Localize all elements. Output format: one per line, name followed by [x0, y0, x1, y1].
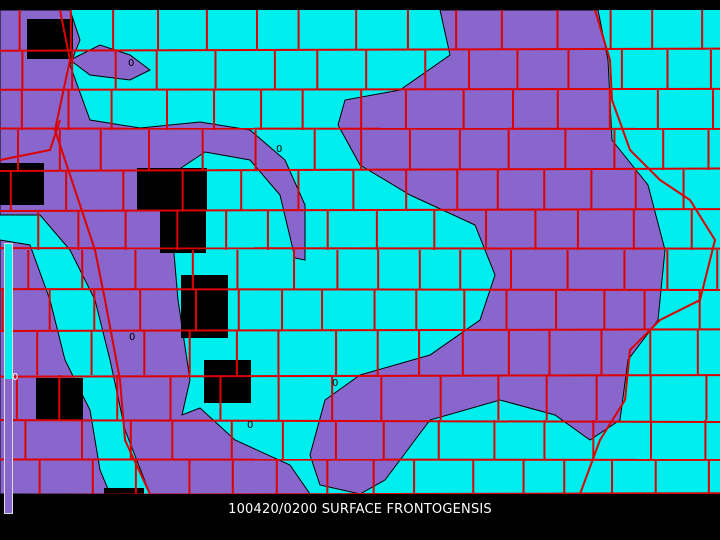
county-border	[0, 247, 720, 250]
contour-labels: 0 0 0 0 0 0	[12, 58, 338, 431]
color-bar-positive	[5, 244, 12, 379]
negative-region-east	[309, 10, 666, 494]
state-border-northwest	[0, 119, 61, 161]
contour-label: 0	[12, 372, 18, 383]
map-caption: 100420/0200 SURFACE FRONTOGENSIS	[228, 502, 492, 517]
county-border	[0, 87, 720, 91]
contour-label: 0	[129, 332, 135, 343]
color-bar	[4, 243, 13, 514]
county-border	[0, 47, 720, 52]
frontogenesis-map: 0 0 0 0 0 0	[0, 10, 720, 494]
missing-data-blocks	[0, 19, 251, 494]
contour-label: 0	[128, 58, 134, 69]
color-bar-negative	[5, 378, 12, 513]
state-border-west	[53, 10, 151, 494]
county-border	[0, 328, 720, 332]
negative-regions	[0, 10, 666, 494]
county-border	[0, 208, 720, 212]
county-border	[0, 419, 720, 423]
county-borders	[0, 10, 720, 494]
contour-label: 0	[332, 378, 338, 389]
contour-label: 0	[276, 144, 282, 155]
state-border-east	[579, 10, 717, 494]
county-border	[0, 288, 720, 291]
negative-region-small	[75, 425, 92, 460]
negative-region-lobe	[69, 44, 151, 81]
county-border	[0, 492, 720, 494]
county-border	[0, 167, 720, 172]
contour-label: 0	[247, 420, 253, 431]
